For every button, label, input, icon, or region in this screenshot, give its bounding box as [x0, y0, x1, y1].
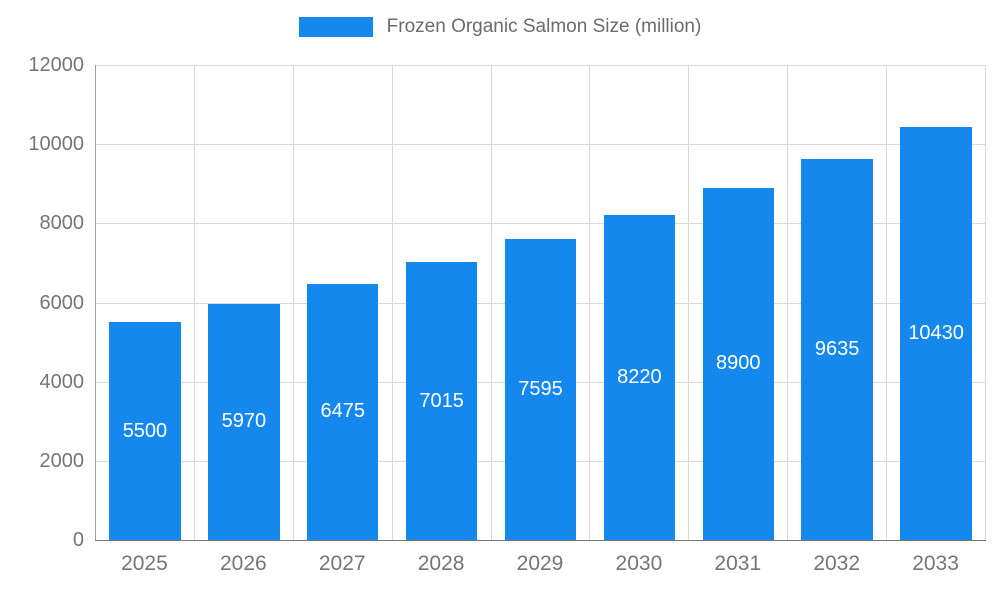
plot-area: 5500 5970 6475 7015 7595 8220 8900 9635 10430	[95, 65, 987, 541]
chart-legend[interactable]: Frozen Organic Salmon Size (million)	[0, 16, 1000, 38]
bar-value-label: 8220	[617, 365, 662, 388]
category-slot: 7595	[492, 65, 591, 540]
bar-value-label: 5970	[221, 410, 267, 433]
x-tick-label: 2032	[813, 552, 861, 575]
bar-2031[interactable]: 8900	[702, 187, 775, 540]
y-tick-label: 0	[72, 529, 84, 551]
category-slot: 8900	[689, 65, 789, 540]
bar-2028[interactable]: 7015	[405, 262, 478, 540]
bar-value-label: 7015	[419, 389, 464, 412]
bar-2033[interactable]: 10430	[900, 127, 972, 540]
y-tick-label: 8000	[39, 212, 85, 235]
bar-value-label: 5500	[122, 419, 168, 442]
legend-label: Frozen Organic Salmon Size (million)	[386, 16, 702, 37]
bar-value-label: 8900	[716, 352, 761, 375]
legend-swatch	[298, 17, 373, 37]
bar-value-label: 9635	[814, 337, 860, 360]
bar-value-label: 7595	[518, 378, 563, 401]
bar-2027[interactable]: 6475	[307, 283, 379, 540]
bar-value-label: 10430	[908, 322, 964, 345]
category-slot: 9635	[788, 65, 888, 540]
y-tick-label: 12000	[28, 54, 84, 76]
x-tick-label: 2029	[516, 552, 564, 575]
y-tick-label: 2000	[39, 449, 85, 472]
y-tick-label: 4000	[39, 370, 85, 393]
y-tick-label: 6000	[39, 291, 85, 314]
y-axis: 0 2000 4000 6000 8000 10000 12000	[0, 54, 85, 551]
y-tick-label: 10000	[28, 133, 84, 156]
x-tick-label: 2033	[912, 552, 959, 575]
bar-2029[interactable]: 7595	[504, 239, 577, 540]
x-tick-label: 2031	[714, 552, 762, 575]
category-slot: 7015	[393, 65, 492, 540]
bar-value-label: 6475	[320, 400, 365, 423]
category-slot: 8220	[590, 65, 690, 540]
bar-2032[interactable]: 9635	[801, 158, 873, 540]
x-tick-label: 2030	[615, 552, 663, 575]
x-tick-label: 2028	[417, 552, 465, 575]
category-slot: 6475	[294, 65, 393, 540]
category-slot: 5970	[195, 65, 294, 540]
x-tick-label: 2025	[121, 552, 168, 575]
x-axis: 2025 2026 2027 2028 2029 2030 2031 2032 2033	[95, 552, 985, 576]
x-tick-label: 2027	[318, 552, 366, 575]
bar-2025[interactable]: 5500	[109, 322, 181, 540]
bar-2026[interactable]: 5970	[208, 303, 280, 540]
category-slot: 5500	[96, 65, 195, 540]
category-slot: 10430	[887, 65, 987, 540]
x-tick-label: 2026	[219, 552, 267, 575]
bar-2030[interactable]: 8220	[603, 214, 676, 540]
